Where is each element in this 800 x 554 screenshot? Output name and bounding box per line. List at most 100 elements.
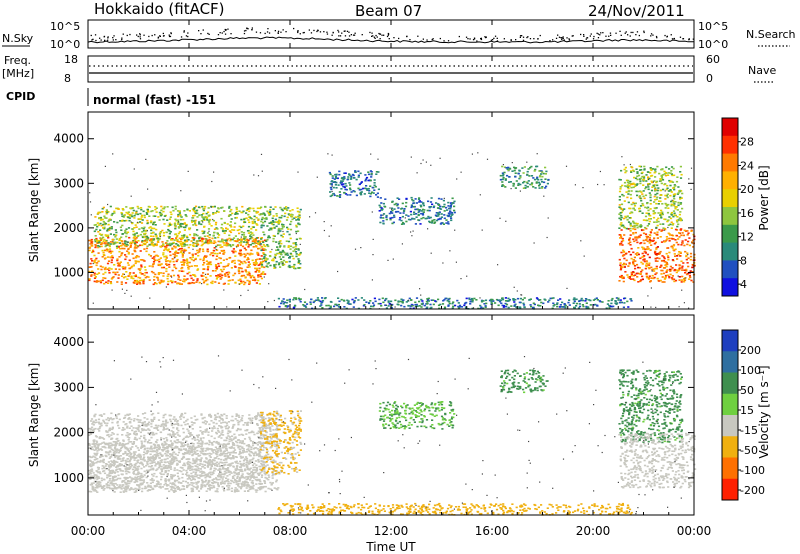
scatter-cell — [210, 420, 213, 422]
scatter-cell — [660, 241, 664, 243]
scatter-cell — [171, 238, 174, 240]
scatter-cell — [526, 186, 529, 188]
scatter-cell — [193, 475, 196, 477]
scatter-speck — [112, 240, 114, 243]
scatter-cell — [154, 208, 157, 211]
scatter-cell — [127, 467, 130, 469]
scatter-cell — [345, 188, 348, 191]
scatter-cell — [418, 210, 421, 212]
scatter-cell — [156, 237, 159, 240]
scatter-cell — [124, 229, 127, 232]
scatter-cell — [233, 229, 236, 231]
scatter-cell — [216, 276, 219, 278]
scatter-cell — [223, 239, 226, 242]
scatter-cell — [174, 218, 177, 221]
scatter-cell — [285, 219, 289, 221]
scatter-cell — [171, 269, 174, 272]
scatter-cell — [171, 258, 174, 260]
scatter-cell — [427, 215, 430, 218]
scatter-cell — [656, 257, 659, 259]
scatter-cell — [272, 237, 275, 240]
noise-search-point — [562, 36, 564, 38]
scatter-cell — [352, 190, 355, 192]
scatter-cell — [632, 251, 635, 254]
scatter-cell — [91, 245, 94, 247]
scatter-cell — [171, 482, 175, 484]
noise-search-point — [168, 35, 171, 38]
scatter-cell — [437, 203, 440, 206]
scatter-cell — [470, 299, 473, 301]
scatter-cell — [636, 272, 639, 275]
scatter-cell — [245, 456, 248, 458]
scatter-cell — [206, 235, 209, 237]
scatter-cell — [99, 216, 102, 219]
scatter-cell — [214, 270, 217, 272]
scatter-cell — [99, 265, 102, 268]
scatter-cell — [181, 485, 184, 487]
scatter-speck — [667, 226, 669, 229]
scatter-cell — [133, 234, 136, 236]
scatter-cell — [355, 194, 358, 197]
scatter-cell — [530, 183, 533, 186]
scatter-cell — [154, 206, 157, 208]
scatter-cell — [179, 225, 183, 228]
scatter-cell — [659, 178, 662, 180]
scatter-cell — [481, 300, 484, 302]
scatter-cell — [150, 220, 153, 222]
scatter-cell — [185, 240, 188, 242]
scatter-cell — [354, 297, 357, 299]
scatter-cell — [273, 221, 276, 223]
scatter-cell — [169, 420, 173, 423]
scatter-cell — [143, 226, 146, 229]
scatter-cell — [279, 220, 282, 223]
scatter-cell — [412, 307, 415, 310]
scatter-cell — [227, 478, 230, 481]
scatter-cell — [131, 222, 134, 225]
scatter-cell — [309, 303, 312, 305]
scatter-cell — [619, 212, 622, 214]
scatter-cell — [153, 276, 156, 278]
scatter-cell — [439, 303, 442, 306]
scatter-cell — [621, 184, 624, 187]
scatter-cell — [563, 303, 566, 305]
noise-search-point — [609, 32, 612, 34]
scatter-cell — [656, 252, 659, 255]
scatter-cell — [90, 274, 93, 276]
scatter-cell — [541, 186, 544, 188]
scatter-cell — [214, 237, 217, 239]
scatter-cell — [410, 196, 413, 199]
scatter-cell — [194, 205, 198, 208]
scatter-cell — [176, 423, 180, 425]
scatter-cell — [128, 267, 131, 270]
scatter-cell — [400, 219, 403, 222]
scatter-cell — [149, 235, 153, 237]
scatter-cell — [134, 275, 138, 278]
scatter-cell — [577, 307, 580, 309]
scatter-cell — [641, 256, 644, 258]
scatter-cell — [679, 196, 682, 199]
noise-search-point — [476, 40, 478, 42]
scatter-cell — [533, 178, 537, 181]
noise-search-point — [154, 34, 156, 36]
scatter-cell — [261, 213, 264, 216]
scatter-cell — [117, 208, 120, 210]
scatter-cell — [180, 238, 183, 240]
scatter-cell — [201, 431, 204, 434]
scatter-cell — [156, 426, 159, 429]
scatter-cell — [225, 271, 228, 274]
scatter-cell — [646, 246, 649, 248]
scatter-cell — [670, 245, 673, 248]
scatter-cell — [620, 224, 623, 227]
scatter-speck — [536, 153, 538, 155]
scatter-cell — [681, 269, 684, 271]
scatter-cell — [625, 170, 628, 172]
scatter-cell — [136, 245, 139, 247]
scatter-cell — [649, 241, 652, 243]
scatter-cell — [171, 247, 174, 250]
scatter-cell — [143, 470, 146, 473]
scatter-cell — [188, 227, 191, 230]
scatter-cell — [91, 270, 94, 273]
noise-search-point — [655, 35, 658, 38]
scatter-cell — [264, 472, 267, 474]
scatter-cell — [292, 298, 295, 301]
